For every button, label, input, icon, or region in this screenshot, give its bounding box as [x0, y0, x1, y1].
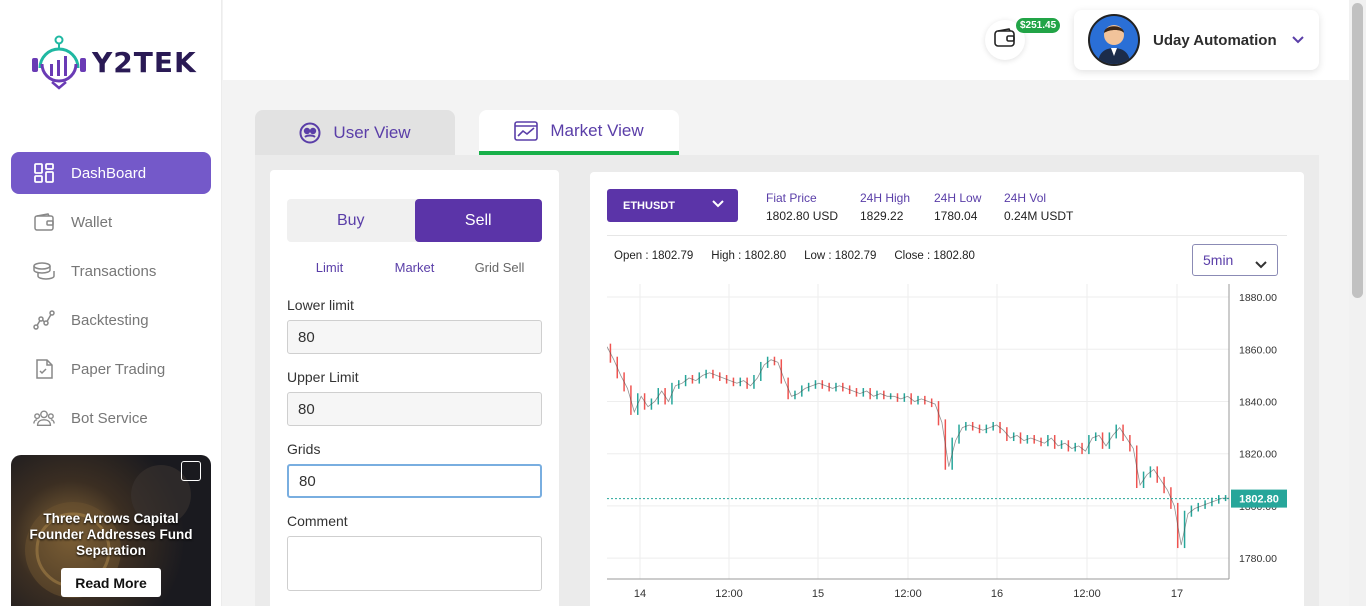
- wallet-icon: [994, 27, 1016, 53]
- sidebar-item-label: Wallet: [71, 213, 113, 231]
- document-icon: [33, 358, 55, 380]
- tab-user-view[interactable]: User View: [255, 110, 455, 155]
- price-line: [607, 346, 1229, 546]
- expand-icon[interactable]: [181, 461, 201, 481]
- news-title: Three Arrows Capital Founder Addresses F…: [29, 511, 193, 558]
- ohlc-high: High : 1802.80: [711, 250, 787, 262]
- ohlc-low: Low : 1802.79: [804, 250, 877, 262]
- x-tick-label: 16: [991, 588, 1003, 600]
- sidebar-item-label: DashBoard: [71, 164, 147, 182]
- price-chart[interactable]: 1880.001860.001840.001820.001800.001780.…: [607, 284, 1287, 606]
- stat-value: 1802.80 USD: [766, 209, 839, 223]
- wallet-balance-badge: $251.45: [1016, 18, 1061, 33]
- graph-icon: [33, 309, 55, 331]
- chart-window-icon: [514, 120, 539, 141]
- stat-label: 24H Vol: [1004, 191, 1047, 205]
- sidebar-item-paper-trading[interactable]: Paper Trading: [11, 348, 211, 390]
- robot-logo-icon: [30, 34, 88, 90]
- sell-button[interactable]: Sell: [414, 199, 542, 242]
- order-type-market[interactable]: Market: [394, 260, 435, 275]
- chevron-down-icon: [1255, 256, 1267, 272]
- scrollbar-thumb[interactable]: [1352, 3, 1363, 298]
- sidebar-item-dashboard[interactable]: DashBoard: [11, 152, 211, 194]
- order-type-grid-sell[interactable]: Grid Sell: [474, 260, 525, 275]
- sidebar-item-label: Transactions: [71, 262, 157, 280]
- tab-label: User View: [333, 122, 411, 142]
- comment-label: Comment: [287, 513, 348, 529]
- ohlc-open: Open : 1802.79: [614, 250, 694, 262]
- ohlc-close: Close : 1802.80: [894, 250, 975, 262]
- buy-sell-toggle: Buy Sell: [287, 199, 542, 242]
- y-tick-label: 1840.00: [1239, 396, 1277, 408]
- grids-label: Grids: [287, 441, 321, 457]
- order-panel: Buy Sell Limit Market Grid Sell Lower li…: [270, 170, 559, 606]
- upper-limit-label: Upper Limit: [287, 369, 359, 385]
- tab-label: Market View: [550, 120, 644, 140]
- sidebar: Y2TEK DashBoard Wallet Transactions Back…: [0, 0, 222, 606]
- sidebar-item-bot-service[interactable]: Bot Service: [11, 397, 211, 439]
- order-type-limit[interactable]: Limit: [315, 260, 344, 275]
- upper-limit-input[interactable]: [287, 392, 542, 426]
- y-tick-label: 1780.00: [1239, 553, 1277, 565]
- user-circle-icon: [299, 122, 321, 144]
- sidebar-item-label: Paper Trading: [71, 360, 166, 378]
- stat-label: Fiat Price: [766, 191, 817, 205]
- sidebar-item-label: Bot Service: [71, 409, 148, 427]
- sidebar-nav: DashBoard Wallet Transactions Backtestin…: [11, 152, 211, 446]
- pair-select-value: ETHUSDT: [623, 199, 675, 212]
- grids-input[interactable]: [287, 464, 542, 498]
- market-panel: ETHUSDT Fiat Price 1802.80 USD 24H High …: [590, 172, 1304, 606]
- divider: [607, 235, 1287, 236]
- chevron-down-icon[interactable]: [1291, 32, 1305, 50]
- sidebar-item-label: Backtesting: [71, 311, 149, 329]
- interval-value: 5min: [1203, 252, 1234, 268]
- users-icon: [33, 407, 55, 429]
- stat-label: 24H High: [860, 191, 911, 205]
- sidebar-item-backtesting[interactable]: Backtesting: [11, 299, 211, 341]
- lower-limit-input[interactable]: [287, 320, 542, 354]
- x-tick-label: 14: [634, 588, 646, 600]
- avatar: [1088, 14, 1140, 66]
- stat-value: 1829.22: [860, 209, 904, 223]
- wallet-icon: [33, 211, 55, 233]
- ohlc-readout: Open : 1802.79 High : 1802.80 Low : 1802…: [614, 250, 975, 262]
- y-tick-label: 1880.00: [1239, 292, 1277, 304]
- interval-select[interactable]: 5min: [1192, 244, 1278, 276]
- x-tick-label: 12:00: [715, 588, 743, 600]
- read-more-button[interactable]: Read More: [61, 568, 161, 597]
- x-tick-label: 12:00: [1073, 588, 1101, 600]
- x-tick-label: 15: [812, 588, 824, 600]
- user-menu[interactable]: Uday Automation: [1074, 10, 1319, 70]
- current-price-label: 1802.80: [1239, 494, 1279, 506]
- stat-24h-low: 24H Low 1780.04: [934, 191, 981, 223]
- stat-fiat-price: Fiat Price 1802.80 USD: [766, 191, 838, 223]
- sidebar-item-transactions[interactable]: Transactions: [11, 250, 211, 292]
- brand-logo[interactable]: Y2TEK: [30, 34, 197, 90]
- stat-value: 0.24M USDT: [1004, 209, 1074, 223]
- current-price-tag: [1231, 489, 1287, 508]
- stat-label: 24H Low: [934, 191, 982, 205]
- news-card[interactable]: Three Arrows Capital Founder Addresses F…: [11, 455, 211, 606]
- page-scrollbar[interactable]: [1349, 0, 1366, 606]
- chevron-down-icon: [712, 199, 724, 211]
- x-tick-label: 17: [1171, 588, 1183, 600]
- y-tick-label: 1860.00: [1239, 344, 1277, 356]
- stat-24h-high: 24H High 1829.22: [860, 191, 910, 223]
- user-name: Uday Automation: [1153, 31, 1277, 49]
- coins-icon: [33, 260, 55, 282]
- dashboard-icon: [33, 162, 55, 184]
- sidebar-item-wallet[interactable]: Wallet: [11, 201, 211, 243]
- y-tick-label: 1820.00: [1239, 449, 1277, 461]
- lower-limit-label: Lower limit: [287, 297, 354, 313]
- stat-24h-vol: 24H Vol 0.24M USDT: [1004, 191, 1073, 223]
- brand-name: Y2TEK: [92, 45, 197, 79]
- order-type-tabs: Limit Market Grid Sell: [287, 260, 542, 275]
- tab-market-view[interactable]: Market View: [479, 110, 679, 155]
- buy-button[interactable]: Buy: [336, 211, 365, 229]
- stat-value: 1780.04: [934, 209, 978, 223]
- x-tick-label: 12:00: [894, 588, 922, 600]
- pair-select[interactable]: ETHUSDT: [607, 189, 738, 222]
- comment-textarea[interactable]: [287, 536, 542, 591]
